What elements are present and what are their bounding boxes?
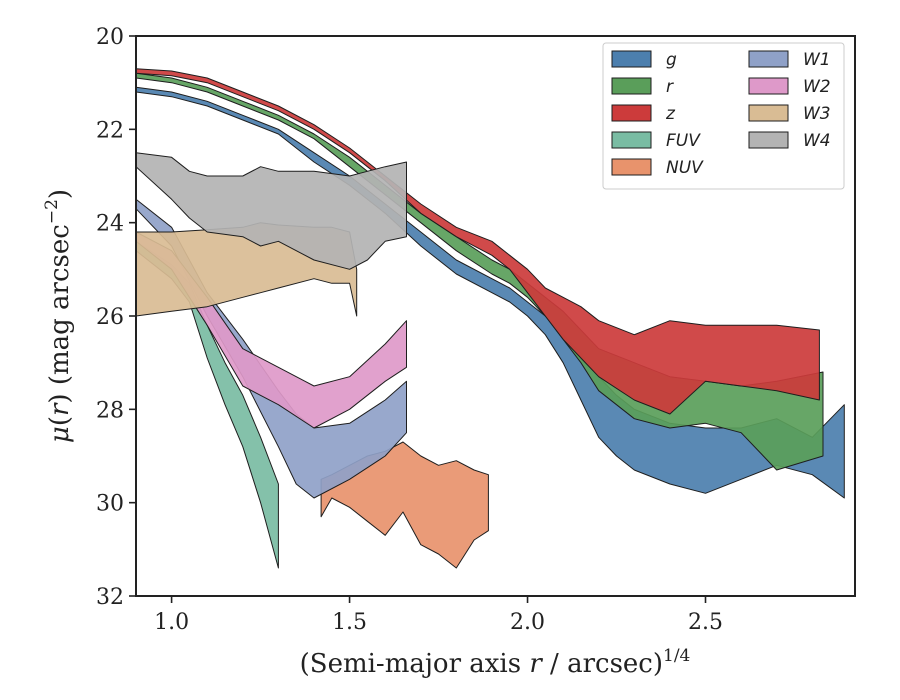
- legend-label-w1: W1: [803, 50, 831, 70]
- y-axis-label: μ(r) (mag arcsec−2): [42, 189, 75, 443]
- legend-label-w3: W3: [803, 104, 831, 124]
- y-tick-label: 28: [96, 398, 124, 423]
- x-tick-label: 2.0: [510, 610, 545, 635]
- legend: grz FUV NUV W1 W2 W3 W4: [602, 42, 845, 190]
- legend-label-nuv: NUV: [666, 158, 704, 178]
- y-axis: 20 22 24 26 28 30 32: [96, 25, 136, 610]
- y-tick-label: 32: [96, 585, 124, 610]
- legend-swatch-r: [611, 77, 652, 95]
- legend-label-z: z: [665, 104, 676, 124]
- y-tick-label: 24: [96, 212, 124, 237]
- legend-label-w2: W2: [803, 77, 831, 97]
- series-band-w4: [136, 152, 407, 270]
- x-tick-label: 1.5: [332, 610, 367, 635]
- legend-label-r: r: [666, 77, 674, 97]
- y-tick-label: 26: [96, 305, 124, 330]
- series-layer: [136, 68, 845, 569]
- x-axis: 1.0 1.5 2.0 2.5: [154, 596, 723, 635]
- legend-swatch-w2: [748, 77, 789, 95]
- y-tick-label: 20: [96, 25, 124, 50]
- x-tick-label: 2.5: [688, 610, 723, 635]
- x-tick-label: 1.0: [154, 610, 189, 635]
- y-tick-label: 22: [96, 118, 124, 143]
- legend-swatch-w1: [748, 50, 789, 68]
- legend-swatch-g: [611, 50, 652, 68]
- legend-swatch-w4: [748, 131, 789, 149]
- legend-label-g: g: [666, 50, 677, 70]
- x-axis-label: (Semi-major axis r / arcsec)1/4: [300, 646, 691, 679]
- legend-swatch-fuv: [611, 131, 652, 149]
- legend-swatch-nuv: [611, 158, 652, 176]
- legend-swatch-w3: [748, 104, 789, 122]
- y-tick-label: 30: [96, 492, 124, 517]
- legend-swatch-z: [611, 104, 652, 122]
- legend-label-w4: W4: [803, 131, 831, 151]
- legend-label-fuv: FUV: [666, 131, 701, 151]
